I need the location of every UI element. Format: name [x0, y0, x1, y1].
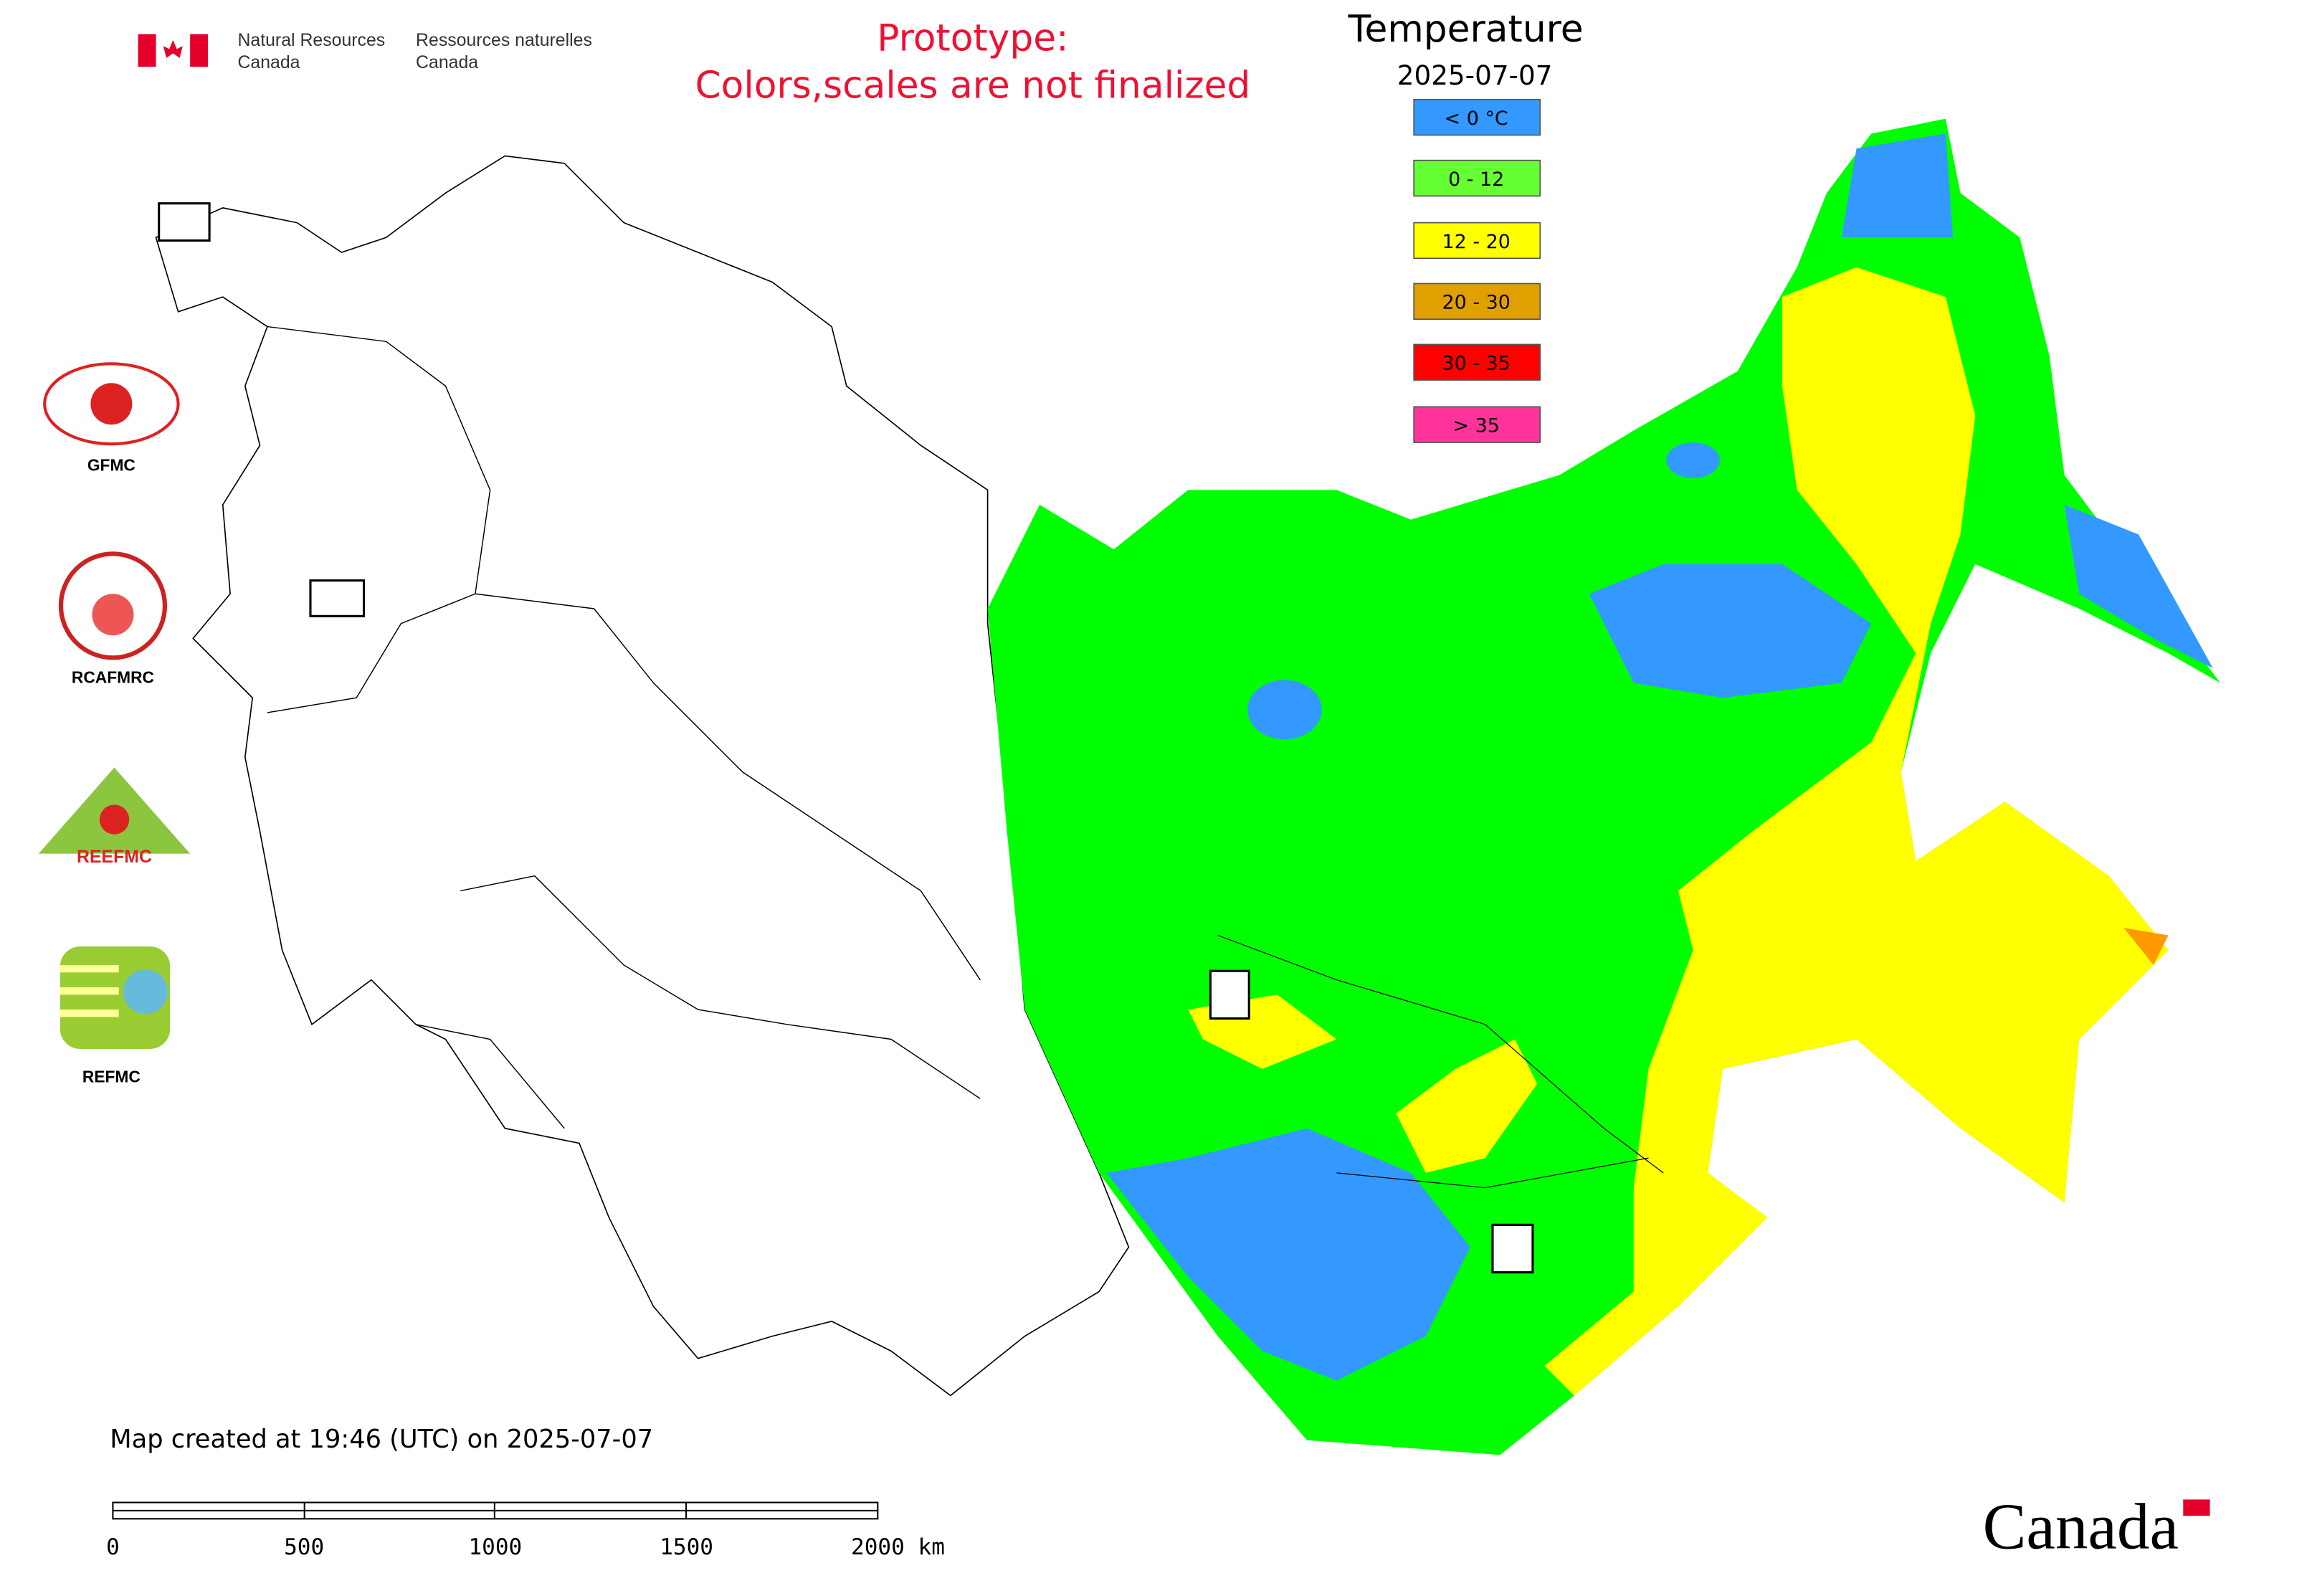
- logo-label: RCAFMRC: [72, 668, 154, 687]
- logo-reefmc: REEFMC: [38, 767, 191, 867]
- country-outlines: [155, 155, 1130, 1397]
- wordmark-flag: [2183, 1499, 2210, 1516]
- logo-gfmc: GFMC: [43, 362, 180, 474]
- legend-swatch: [1413, 159, 1541, 197]
- legend-title: Temperature: [1348, 8, 1584, 51]
- marker-box: [158, 202, 211, 242]
- legend-label: 12 - 20: [1442, 231, 1511, 253]
- legend-label: 0 - 12: [1448, 168, 1504, 191]
- flag: [138, 34, 209, 67]
- legend-label: 30 - 35: [1442, 353, 1511, 375]
- scale-label: 0: [106, 1534, 120, 1560]
- scale-label: 500: [284, 1534, 324, 1560]
- agency-fr: Canada: [416, 53, 478, 72]
- legend: < 0 °C 0 - 12 12 - 20 20 - 30 30 - 35 > 35: [1413, 98, 1541, 443]
- wordmark: Canada: [1983, 1491, 2179, 1563]
- marker-box: [309, 579, 366, 617]
- scale-labels: 0 500 1000 1500 2000 km: [106, 1534, 945, 1560]
- scale-label: 2000 km: [851, 1534, 945, 1560]
- legend-label: 20 - 30: [1442, 292, 1511, 314]
- logo-rcafmrc: RCAFMRC: [58, 551, 168, 687]
- agency-en: Natural Resources: [237, 31, 385, 50]
- logo-label: GFMC: [87, 455, 135, 474]
- created-note: Map created at 19:46 (UTC) on 2025-07-07: [110, 1425, 653, 1454]
- scale-label: 1000: [468, 1534, 522, 1560]
- notice: Colors,scales are not finalized: [695, 65, 1251, 108]
- scale-label: 1500: [660, 1534, 713, 1560]
- agency-fr: Ressources naturelles: [416, 31, 592, 50]
- legend-swatch: [1413, 406, 1541, 443]
- scale-bar: [112, 1501, 879, 1520]
- temperature-field: [987, 118, 2221, 1455]
- legend-swatch: [1413, 343, 1541, 381]
- logo-label: REEFMC: [77, 847, 152, 867]
- logo-refmc: REFMC: [58, 944, 172, 1086]
- agency-en: Canada: [237, 53, 300, 72]
- legend-swatch: [1413, 282, 1541, 320]
- legend-date: 2025-07-07: [1397, 60, 1553, 91]
- notice: Prototype:: [877, 16, 1068, 60]
- legend-label: > 35: [1453, 415, 1500, 437]
- marker-box: [1491, 1223, 1534, 1274]
- legend-swatch: [1413, 222, 1541, 260]
- legend-label: < 0 °C: [1445, 108, 1508, 130]
- marker-box: [1209, 969, 1250, 1020]
- legend-swatch: [1413, 98, 1541, 136]
- logo-label: REFMC: [82, 1068, 141, 1086]
